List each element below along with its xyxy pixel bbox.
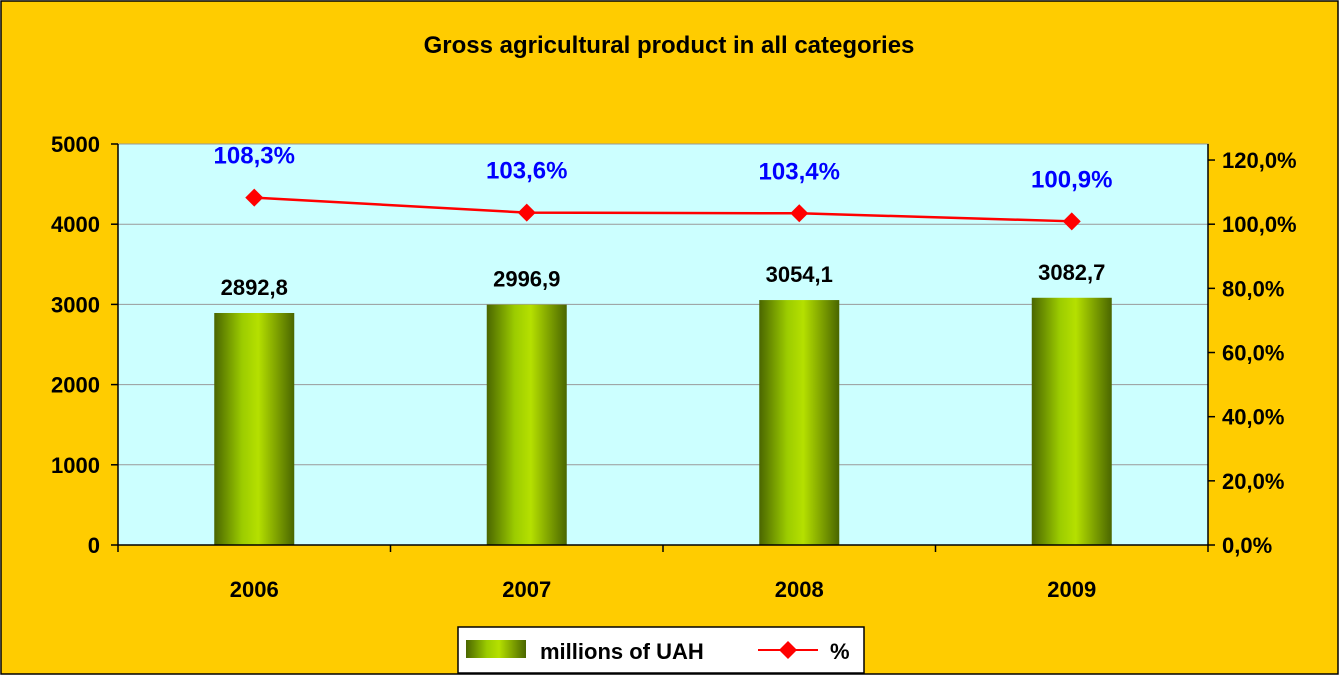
bar bbox=[759, 300, 840, 545]
bar bbox=[1031, 297, 1112, 545]
gridlines bbox=[118, 143, 1208, 466]
percent-value-label: 108,3% bbox=[214, 143, 295, 170]
legend-bar-swatch bbox=[466, 640, 526, 658]
percent-value-label: 100,9% bbox=[1031, 166, 1112, 193]
percent-point bbox=[245, 188, 264, 207]
percent-point bbox=[1062, 212, 1081, 231]
percent-point bbox=[790, 204, 809, 223]
y-left-tick-label: 2000 bbox=[51, 373, 100, 398]
axes: 0 1000 2000 3000 4000 5000 0,0% 20,0% 40,0% 60,0%… bbox=[51, 132, 1297, 602]
y-left-tick-label: 0 bbox=[88, 533, 100, 558]
percent-point bbox=[517, 203, 536, 222]
chart-title: Gross agricultural product in all catego… bbox=[424, 32, 915, 59]
x-tick-label: 2007 bbox=[502, 577, 551, 602]
bar bbox=[214, 312, 295, 545]
y-right-tick-label: 80,0% bbox=[1222, 276, 1284, 301]
y-right-tick-label: 20,0% bbox=[1222, 469, 1284, 494]
bar-series bbox=[214, 297, 1112, 545]
y-right-tick-label: 60,0% bbox=[1222, 341, 1284, 366]
percent-value-label: 103,4% bbox=[759, 158, 840, 185]
x-tick-label: 2008 bbox=[775, 577, 824, 602]
percent-line bbox=[254, 196, 1072, 223]
legend: millions of UAH % bbox=[457, 626, 865, 674]
bar-value-label: 2892,8 bbox=[221, 275, 288, 300]
y-right-tick-label: 100,0% bbox=[1222, 212, 1297, 237]
bar-value-label: 3082,7 bbox=[1038, 260, 1105, 285]
bar-value-label: 3054,1 bbox=[766, 262, 833, 287]
bar-value-label: 2996,9 bbox=[493, 267, 560, 292]
legend-line-label: % bbox=[830, 639, 850, 664]
x-tick-label: 2009 bbox=[1047, 577, 1096, 602]
y-right-tick-label: 40,0% bbox=[1222, 405, 1284, 430]
data-labels: 2892,8 2996,9 3054,1 3082,7 108,3% 103,6% 103,… bbox=[214, 143, 1113, 300]
y-right-tick-label: 0,0% bbox=[1222, 533, 1272, 558]
plot-area bbox=[117, 143, 1209, 546]
y-left-tick-label: 1000 bbox=[51, 453, 100, 478]
y-left-tick-label: 5000 bbox=[51, 132, 100, 157]
x-tick-label: 2006 bbox=[230, 577, 279, 602]
percent-value-label: 103,6% bbox=[486, 158, 567, 185]
line-series bbox=[245, 188, 1081, 231]
y-left-tick-label: 3000 bbox=[51, 292, 100, 317]
legend-bar-label: millions of UAH bbox=[540, 639, 704, 664]
y-right-tick-label: 120,0% bbox=[1222, 148, 1297, 173]
legend-diamond-marker bbox=[779, 641, 797, 659]
bar bbox=[486, 304, 567, 545]
y-left-tick-label: 4000 bbox=[51, 212, 100, 237]
